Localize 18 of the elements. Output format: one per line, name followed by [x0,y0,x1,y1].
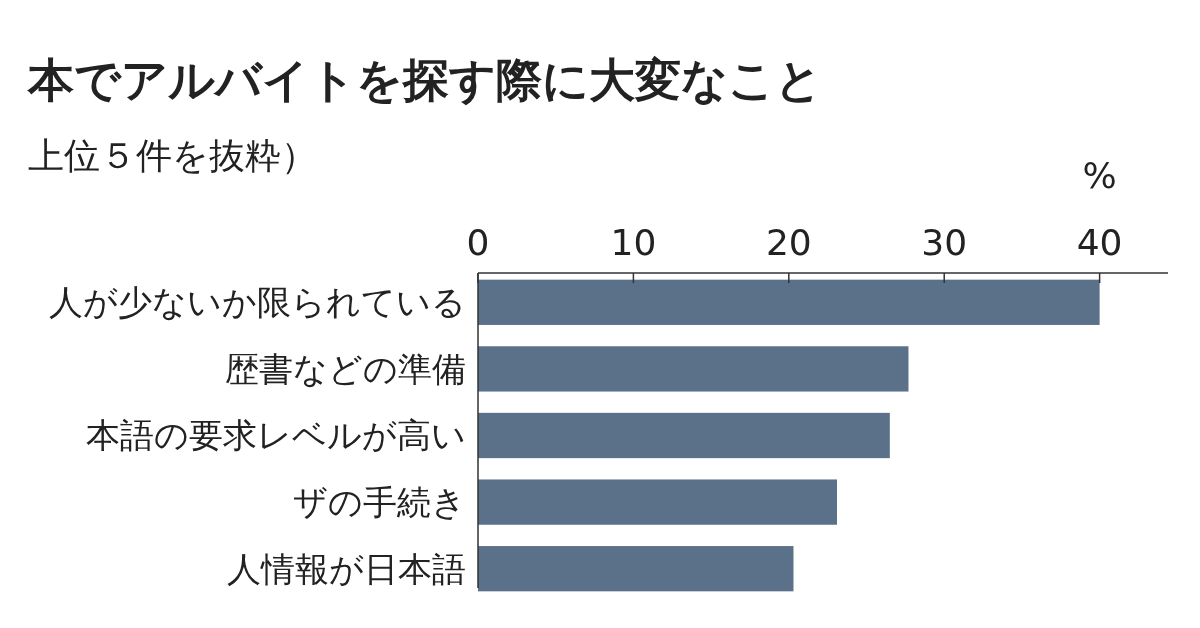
bar [478,279,1100,325]
bar [478,546,794,592]
y-tick-label: 人情報が日本語 [227,548,466,589]
x-axis-title: % [1082,155,1117,196]
y-tick-label: 本語の要求レベルが高い [86,415,466,456]
y-tick-label: 歴書などの準備 [225,348,466,389]
bar [478,346,909,392]
x-tick-label: 0 [466,222,490,263]
y-tick-label: ザの手続き [293,482,466,522]
x-tick-label: 10 [610,222,657,263]
bar [478,479,837,525]
chart-title: 本でアルバイトを探す際に大変なこと [27,53,822,107]
text: 上位５件を抜粋） [28,135,317,176]
y-tick-label: 人が少ないか限られている [49,282,466,323]
x-tick-label: 40 [1076,222,1123,263]
x-tick-label: 20 [765,222,812,263]
x-tick-label: 30 [921,222,968,263]
bar [478,412,890,459]
